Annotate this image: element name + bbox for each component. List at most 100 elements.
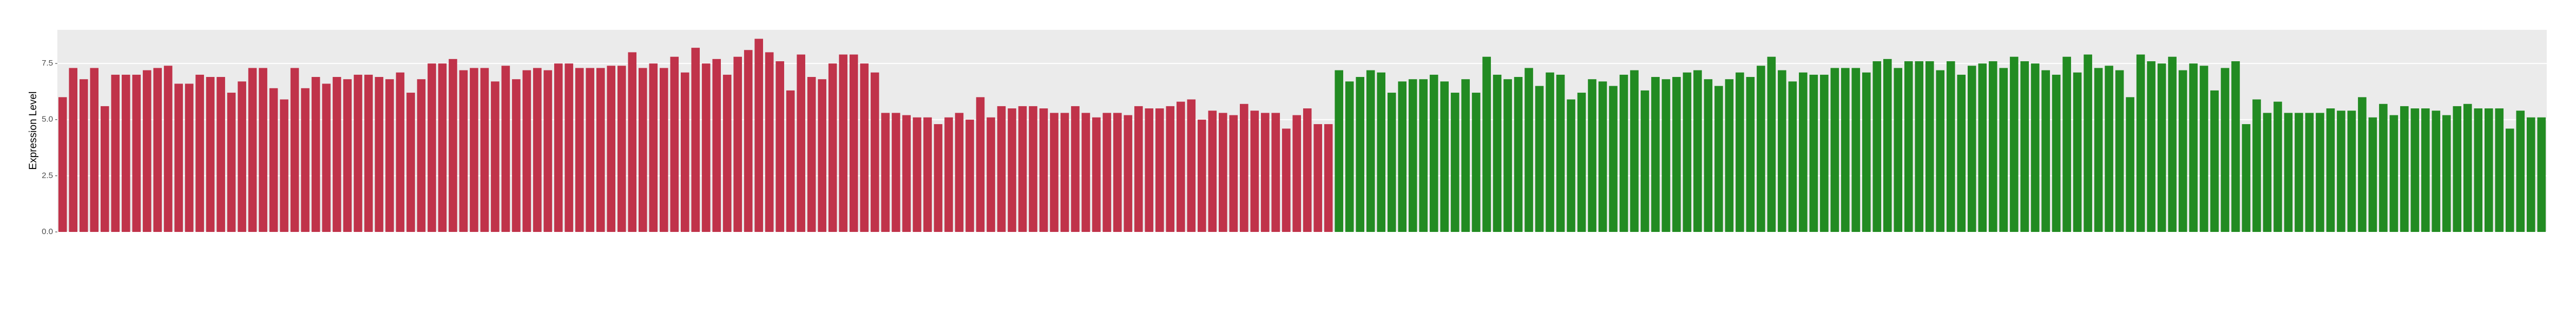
bar	[2463, 103, 2472, 232]
bar	[1187, 99, 1196, 232]
bar	[142, 70, 152, 232]
bar	[1746, 77, 1755, 232]
bar	[1398, 81, 1407, 232]
bar	[1198, 119, 1206, 232]
bar	[2400, 106, 2409, 232]
bar	[1039, 108, 1048, 232]
bar	[987, 117, 995, 232]
bar	[797, 54, 805, 232]
bar	[1461, 79, 1470, 232]
bar	[1999, 68, 2008, 232]
bar	[1904, 61, 1913, 232]
bar	[311, 77, 320, 232]
bar	[2432, 111, 2441, 232]
bar	[1366, 70, 1375, 232]
bar	[744, 50, 753, 232]
bar	[776, 61, 784, 232]
bar	[1324, 124, 1333, 232]
bar	[533, 68, 542, 232]
bar	[670, 56, 679, 232]
bar	[564, 63, 574, 232]
bar	[1809, 74, 1818, 232]
bar	[1651, 77, 1660, 232]
bar	[163, 66, 173, 232]
bar	[1925, 61, 1934, 232]
bar	[586, 68, 595, 232]
bar	[1377, 72, 1385, 232]
bar	[322, 83, 331, 232]
bar	[1345, 81, 1354, 232]
bar	[976, 97, 985, 232]
bar	[870, 72, 879, 232]
bar	[543, 70, 553, 232]
bar	[2516, 111, 2525, 232]
bar	[1714, 86, 1723, 232]
y-tick-label: 0.0	[42, 227, 53, 236]
bar	[1450, 93, 1460, 232]
bar	[1936, 70, 1945, 232]
bar	[343, 79, 352, 232]
bar	[2389, 115, 2398, 232]
bar	[227, 93, 236, 232]
bar	[470, 68, 478, 232]
bar	[2316, 113, 2324, 232]
bar	[997, 106, 1006, 232]
bar	[1757, 66, 1765, 232]
bar	[2126, 97, 2134, 232]
bar	[607, 66, 616, 232]
bar	[1820, 74, 1829, 232]
bar	[2168, 56, 2177, 232]
bar	[2379, 103, 2388, 232]
bar	[2052, 74, 2061, 232]
bar	[2136, 54, 2145, 232]
bar	[659, 68, 668, 232]
bar	[185, 83, 194, 232]
bar	[891, 113, 901, 232]
bar	[2189, 63, 2198, 232]
bar	[121, 74, 130, 232]
bar	[332, 77, 341, 232]
bar	[2220, 68, 2230, 232]
bar	[2231, 61, 2240, 232]
bar	[1957, 74, 1966, 232]
bar	[1894, 68, 1903, 232]
bar	[1577, 93, 1586, 232]
bar	[1799, 72, 1808, 232]
bar	[2157, 63, 2166, 232]
bar	[701, 63, 711, 232]
bar	[1303, 108, 1312, 232]
bar	[1683, 72, 1692, 232]
bar	[1630, 70, 1639, 232]
bar	[1271, 113, 1280, 232]
bar	[1619, 74, 1628, 232]
bar	[2073, 72, 2082, 232]
bar	[2284, 113, 2293, 232]
bar	[2410, 108, 2420, 232]
bar	[2337, 111, 2345, 232]
bar	[912, 117, 922, 232]
bar	[575, 68, 584, 232]
bar	[2273, 101, 2282, 232]
bar	[649, 63, 658, 232]
bar	[2442, 115, 2451, 232]
bar	[2368, 117, 2377, 232]
bar	[1978, 63, 1987, 232]
bar	[1071, 106, 1080, 232]
bar	[902, 115, 911, 232]
bar	[1292, 115, 1302, 232]
bar	[449, 59, 457, 232]
bar	[691, 48, 700, 232]
bar	[1862, 72, 1871, 232]
bar	[2199, 66, 2209, 232]
bar	[2474, 108, 2483, 232]
bar	[512, 79, 521, 232]
bar	[58, 97, 67, 232]
bar	[1778, 70, 1786, 232]
bar	[438, 63, 447, 232]
bar	[680, 72, 689, 232]
bar	[1219, 113, 1227, 232]
bar	[1661, 79, 1671, 232]
bar	[1872, 61, 1882, 232]
bar	[79, 79, 88, 232]
